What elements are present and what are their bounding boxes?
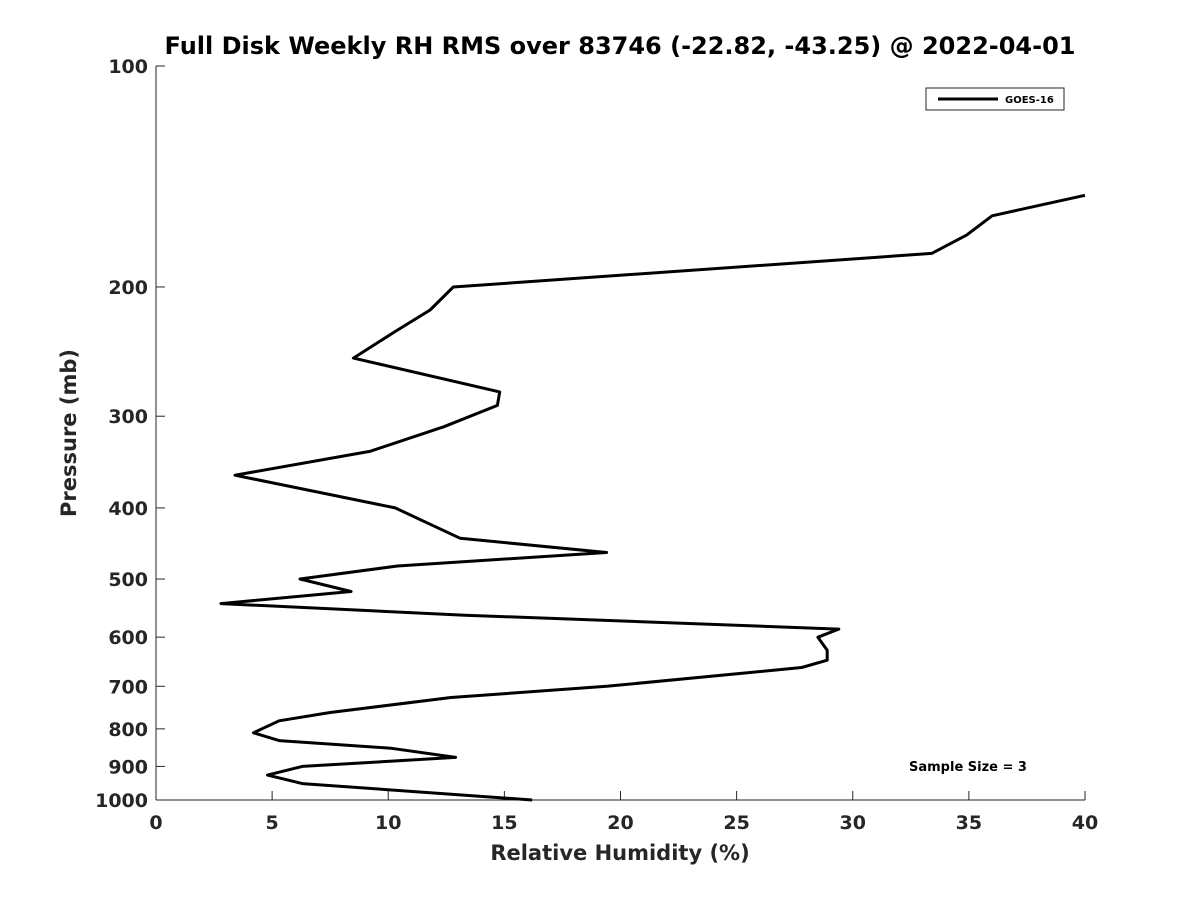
y-axis-label: Pressure (mb) <box>57 349 81 517</box>
x-axis-label: Relative Humidity (%) <box>490 841 749 865</box>
y-tick-label: 600 <box>108 627 148 649</box>
sample-size-annotation: Sample Size = 3 <box>909 760 1027 775</box>
y-tick-label: 500 <box>108 569 148 591</box>
series-line-goes-16 <box>219 193 1086 802</box>
y-tick-label: 1000 <box>95 790 148 812</box>
y-tick-label: 400 <box>108 498 148 520</box>
x-axis-ticks: 0 5 10 15 20 25 30 35 40 <box>149 791 1098 834</box>
x-tick-label: 25 <box>723 812 749 834</box>
x-tick-label: 5 <box>266 812 279 834</box>
legend-entry-label: GOES-16 <box>1005 95 1054 106</box>
x-tick-label: 0 <box>149 812 162 834</box>
plot-area <box>156 66 1085 800</box>
x-tick-label: 10 <box>375 812 401 834</box>
legend: GOES-16 <box>925 87 1065 111</box>
y-tick-label: 900 <box>108 756 148 778</box>
series-layer <box>219 193 1086 802</box>
y-tick-label: 700 <box>108 676 148 698</box>
chart-title: Full Disk Weekly RH RMS over 83746 (-22.… <box>165 32 1076 60</box>
y-tick-label: 800 <box>108 719 148 741</box>
y-tick-label: 100 <box>108 56 148 78</box>
y-tick-label: 200 <box>108 277 148 299</box>
x-tick-label: 30 <box>840 812 866 834</box>
x-tick-label: 20 <box>607 812 633 834</box>
x-tick-label: 15 <box>491 812 517 834</box>
x-tick-label: 40 <box>1072 812 1098 834</box>
y-tick-label: 300 <box>108 406 148 428</box>
x-tick-label: 35 <box>956 812 982 834</box>
y-axis-ticks: 100 200 300 400 500 600 700 800 900 1000 <box>95 56 165 812</box>
